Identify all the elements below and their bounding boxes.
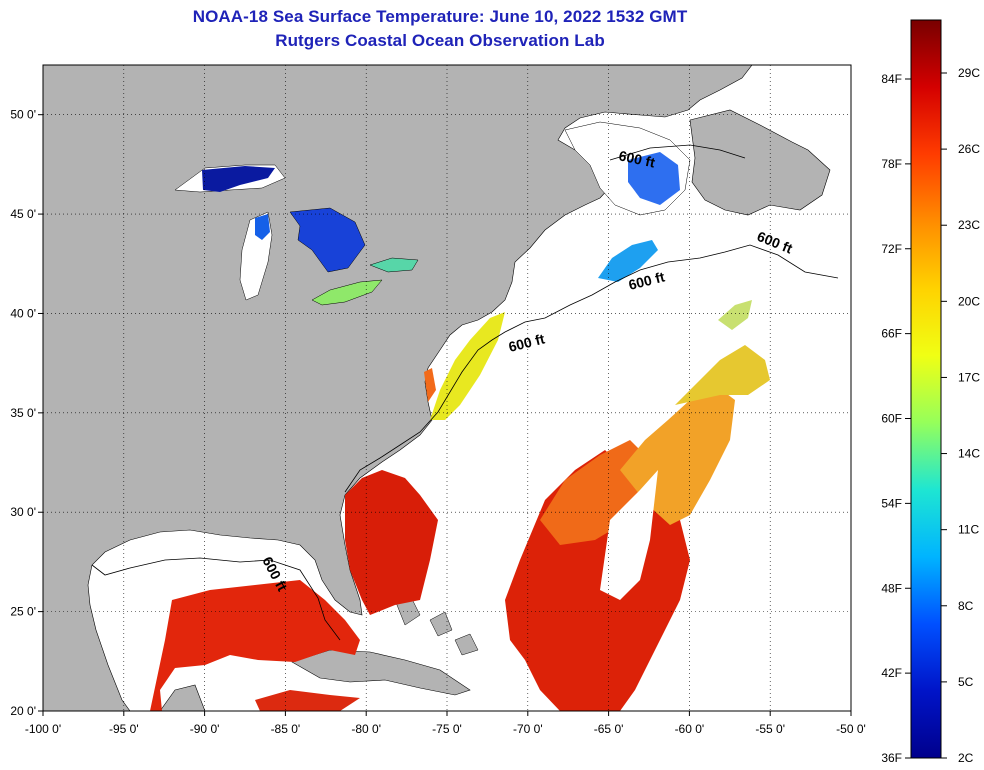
contour-label-gulf-st-lawrence: 600 ft bbox=[617, 147, 656, 170]
y-tick-label: 35 0' bbox=[10, 406, 36, 420]
x-tick-label: -75 0' bbox=[432, 722, 462, 736]
x-tick-label: -55 0' bbox=[755, 722, 785, 736]
y-tick-label: 50 0' bbox=[10, 108, 36, 122]
lake-superior-data bbox=[202, 166, 275, 192]
colorbar-label-c: 17C bbox=[958, 370, 980, 384]
colorbar-label-c: 2C bbox=[958, 751, 974, 765]
x-tick-label: -50 0' bbox=[836, 722, 866, 736]
yucatan-land bbox=[159, 684, 206, 711]
colorbar-fahrenheit-labels: 84F 78F 72F 66F 60F 54F 48F 42F 36F bbox=[881, 72, 902, 765]
map-gridlines bbox=[43, 65, 851, 711]
x-tick-label: -65 0' bbox=[594, 722, 624, 736]
chesapeake-sst bbox=[424, 368, 436, 402]
lake-ontario bbox=[369, 257, 419, 273]
colorbar-label-f: 54F bbox=[881, 496, 902, 510]
colorbar-label-c: 14C bbox=[958, 447, 980, 461]
colorbar-label-c: 20C bbox=[958, 294, 980, 308]
colorbar-label-f: 48F bbox=[881, 581, 902, 595]
x-tick-label: -100 0' bbox=[25, 722, 61, 736]
chart-title: NOAA-18 Sea Surface Temperature: June 10… bbox=[192, 7, 688, 26]
x-tick-label: -60 0' bbox=[675, 722, 705, 736]
colorbar-label-f: 36F bbox=[881, 751, 902, 765]
x-tick-label: -70 0' bbox=[513, 722, 543, 736]
isobath-600ft-line bbox=[91, 144, 839, 641]
slope-sea-sst bbox=[675, 345, 770, 405]
chart-subtitle: Rutgers Coastal Ocean Observation Lab bbox=[275, 31, 605, 50]
caribbean-sst bbox=[255, 690, 360, 711]
colorbar-label-c: 23C bbox=[958, 218, 980, 232]
y-tick-label: 30 0' bbox=[10, 505, 36, 519]
y-tick-label: 25 0' bbox=[10, 605, 36, 619]
colorbar-label-f: 72F bbox=[881, 242, 902, 256]
x-tick-label: -90 0' bbox=[190, 722, 220, 736]
florida-east-sst bbox=[345, 470, 438, 615]
mid-atlantic-shelf-sst bbox=[430, 312, 505, 420]
x-tick-label: -80 0' bbox=[351, 722, 381, 736]
cloud-gap-central bbox=[600, 470, 658, 600]
colorbar-label-c: 8C bbox=[958, 599, 974, 613]
cuba-land bbox=[291, 649, 471, 696]
colorbar-label-f: 78F bbox=[881, 157, 902, 171]
y-tick-label: 45 0' bbox=[10, 207, 36, 221]
longitude-axis: -100 0' -95 0' -90 0' -85 0' -80 0' -75 0' -70… bbox=[25, 711, 866, 736]
newfoundland-land bbox=[689, 109, 831, 216]
colorbar-label-f: 42F bbox=[881, 666, 902, 680]
lake-erie bbox=[311, 279, 383, 306]
georges-bank-sst bbox=[718, 300, 752, 330]
colorbar bbox=[910, 19, 942, 759]
gulf-st-lawrence-data bbox=[628, 152, 680, 205]
colorbar-celsius-labels: 29C 26C 23C 20C 17C 14C 11C 8C 5C 2C bbox=[958, 66, 980, 765]
nova-scotia-data bbox=[598, 240, 658, 282]
x-tick-label: -95 0' bbox=[109, 722, 139, 736]
y-tick-label: 40 0' bbox=[10, 306, 36, 320]
colorbar-label-f: 84F bbox=[881, 72, 902, 86]
gulf-of-mexico-sst bbox=[150, 580, 360, 711]
y-tick-label: 20 0' bbox=[10, 704, 36, 718]
colorbar-label-c: 5C bbox=[958, 675, 974, 689]
colorbar-label-f: 66F bbox=[881, 327, 902, 341]
colorbar-label-c: 26C bbox=[958, 142, 980, 156]
colorbar-label-c: 29C bbox=[958, 66, 980, 80]
lake-huron bbox=[289, 207, 366, 273]
x-tick-label: -85 0' bbox=[271, 722, 301, 736]
colorbar-label-c: 11C bbox=[958, 523, 979, 537]
lake-michigan-data bbox=[255, 214, 270, 240]
colorbar-label-f: 60F bbox=[881, 412, 902, 426]
latitude-axis: 50 0' 45 0' 40 0' 35 0' 30 0' 25 0' 20 0' bbox=[10, 108, 43, 718]
colorbar-ticks bbox=[905, 72, 947, 759]
north-america-land bbox=[43, 65, 753, 711]
